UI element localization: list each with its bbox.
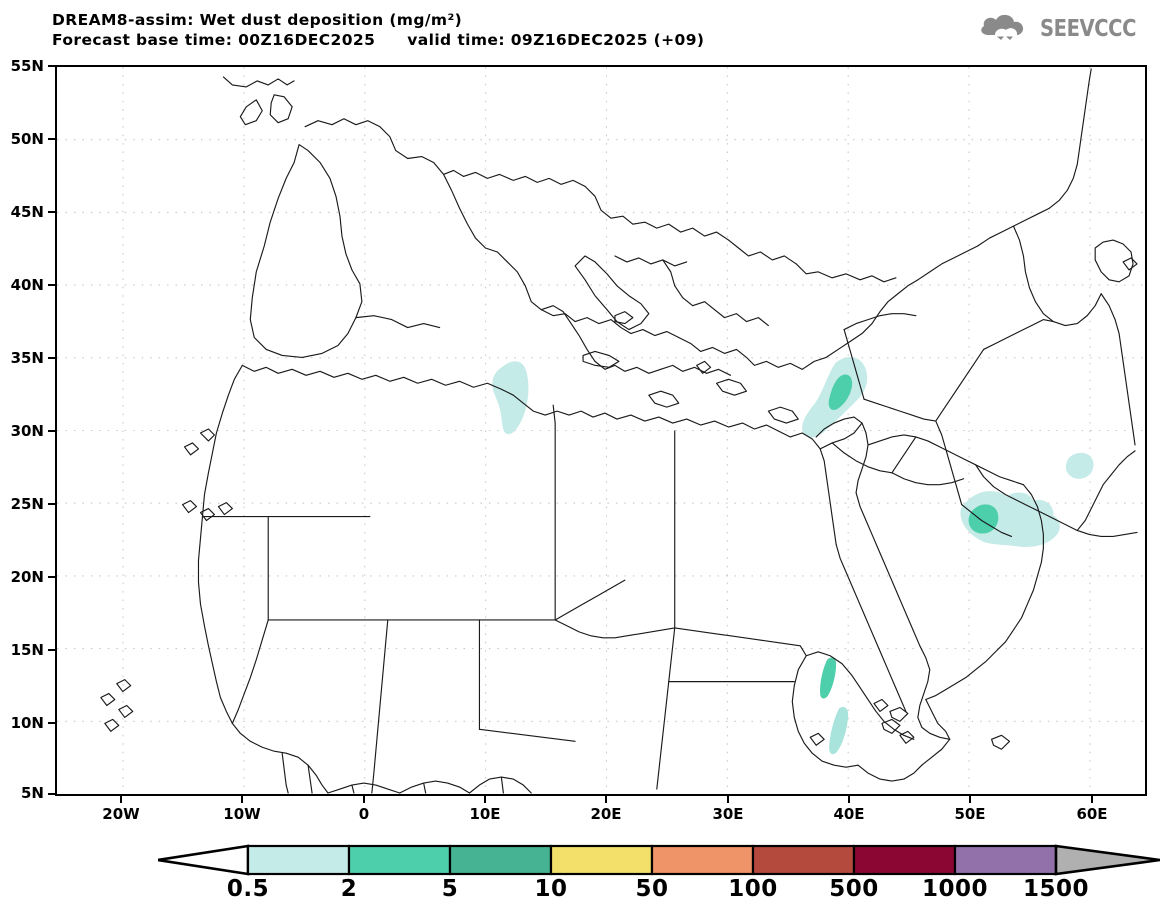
- colorbar-under-arrow: [158, 844, 250, 876]
- colorbar-band-4: [650, 844, 755, 876]
- map-canvas: [57, 67, 1145, 794]
- map-plot-area[interactable]: [55, 65, 1147, 796]
- colorbar-label-3: 10: [534, 876, 568, 902]
- lat-label-30N: 30N: [10, 422, 44, 440]
- valid-time-text: valid time: 09Z16DEC2025 (+09): [407, 31, 705, 49]
- lat-label-25N: 25N: [10, 495, 44, 513]
- lat-tick-55N: [48, 65, 55, 67]
- lat-tick-35N: [48, 357, 55, 359]
- lat-label-40N: 40N: [10, 276, 44, 294]
- seevccc-logo: SEEVCCC: [977, 12, 1153, 46]
- lon-tick-60E: [1091, 796, 1093, 803]
- lat-label-45N: 45N: [10, 203, 44, 221]
- page-title: DREAM8-assim: Wet dust deposition (mg/m²…: [52, 11, 463, 29]
- lon-tick-30E: [727, 796, 729, 803]
- lon-label-60E: 60E: [1076, 805, 1108, 823]
- map-outlines: [100, 68, 1138, 794]
- colorbar-band-0: [246, 844, 351, 876]
- colorbar-tick-labels: 0.5 2 5 10 50 100 500 1000 1500: [158, 876, 1160, 904]
- lat-tick-25N: [48, 503, 55, 505]
- lon-label-10E: 10E: [469, 805, 501, 823]
- colorbar-canvas: [158, 844, 1160, 876]
- colorbar-label-6: 500: [829, 876, 879, 902]
- plume-eritrea-lower: [829, 706, 849, 755]
- lat-label-50N: 50N: [10, 130, 44, 148]
- base-time-text: Forecast base time: 00Z16DEC2025: [52, 31, 376, 49]
- lat-tick-10N: [48, 722, 55, 724]
- colorbar-label-2: 5: [441, 876, 459, 902]
- lat-label-15N: 15N: [10, 641, 44, 659]
- lat-label-5N: 5N: [21, 784, 44, 802]
- colorbar-band-6: [852, 844, 957, 876]
- lon-tick-10E: [484, 796, 486, 803]
- lat-tick-5N: [48, 793, 55, 795]
- lat-tick-20N: [48, 576, 55, 578]
- colorbar-label-4: 50: [635, 876, 669, 902]
- colorbar-label-8: 1500: [1022, 876, 1090, 902]
- lon-tick-0: [363, 796, 365, 803]
- lat-label-35N: 35N: [10, 349, 44, 367]
- lon-tick-20E: [605, 796, 607, 803]
- plume-iraq-core: [828, 374, 853, 410]
- colorbar-over-arrow: [1054, 844, 1160, 876]
- lon-tick-10W: [241, 796, 243, 803]
- colorbar-band-3: [549, 844, 654, 876]
- cloud-icon: [977, 12, 1033, 46]
- colorbar-label-5: 100: [728, 876, 778, 902]
- lon-label-30E: 30E: [712, 805, 744, 823]
- lon-label-20E: 20E: [590, 805, 622, 823]
- colorbar-label-0: 0.5: [226, 876, 270, 902]
- colorbar-band-2: [448, 844, 553, 876]
- time-line: Forecast base time: 00Z16DEC2025 valid ti…: [52, 30, 952, 50]
- colorbar-band-5: [751, 844, 856, 876]
- colorbar-band-7: [953, 844, 1058, 876]
- lon-tick-50E: [969, 796, 971, 803]
- lat-label-20N: 20N: [10, 568, 44, 586]
- colorbar-bands[interactable]: [158, 844, 1160, 876]
- lat-tick-30N: [48, 430, 55, 432]
- colorbar-label-1: 2: [340, 876, 358, 902]
- lon-tick-20W: [120, 796, 122, 803]
- lon-label-10W: 10W: [223, 805, 261, 823]
- colorbar-label-7: 1000: [921, 876, 989, 902]
- header-block: DREAM8-assim: Wet dust deposition (mg/m²…: [52, 10, 952, 50]
- colorbar-legend: 0.5 2 5 10 50 100 500 1000 1500: [0, 838, 1165, 904]
- logo-text: SEEVCCC: [1040, 16, 1137, 42]
- lat-tick-15N: [48, 649, 55, 651]
- lat-tick-50N: [48, 138, 55, 140]
- lon-label-40E: 40E: [833, 805, 865, 823]
- lon-tick-40E: [848, 796, 850, 803]
- grid-lines: [57, 67, 1145, 794]
- lon-label-20W: 20W: [102, 805, 140, 823]
- lat-tick-45N: [48, 211, 55, 213]
- plume-se-iran: [1065, 452, 1094, 479]
- plume-eritrea-upper: [820, 657, 837, 699]
- colorbar-band-1: [347, 844, 452, 876]
- lon-label-0: 0: [358, 805, 370, 823]
- lon-label-50E: 50E: [954, 805, 986, 823]
- plume-libya: [492, 361, 529, 435]
- lat-tick-40N: [48, 284, 55, 286]
- dust-deposition-field: [492, 357, 1094, 755]
- lat-label-10N: 10N: [10, 714, 44, 732]
- lat-label-55N: 55N: [10, 57, 44, 75]
